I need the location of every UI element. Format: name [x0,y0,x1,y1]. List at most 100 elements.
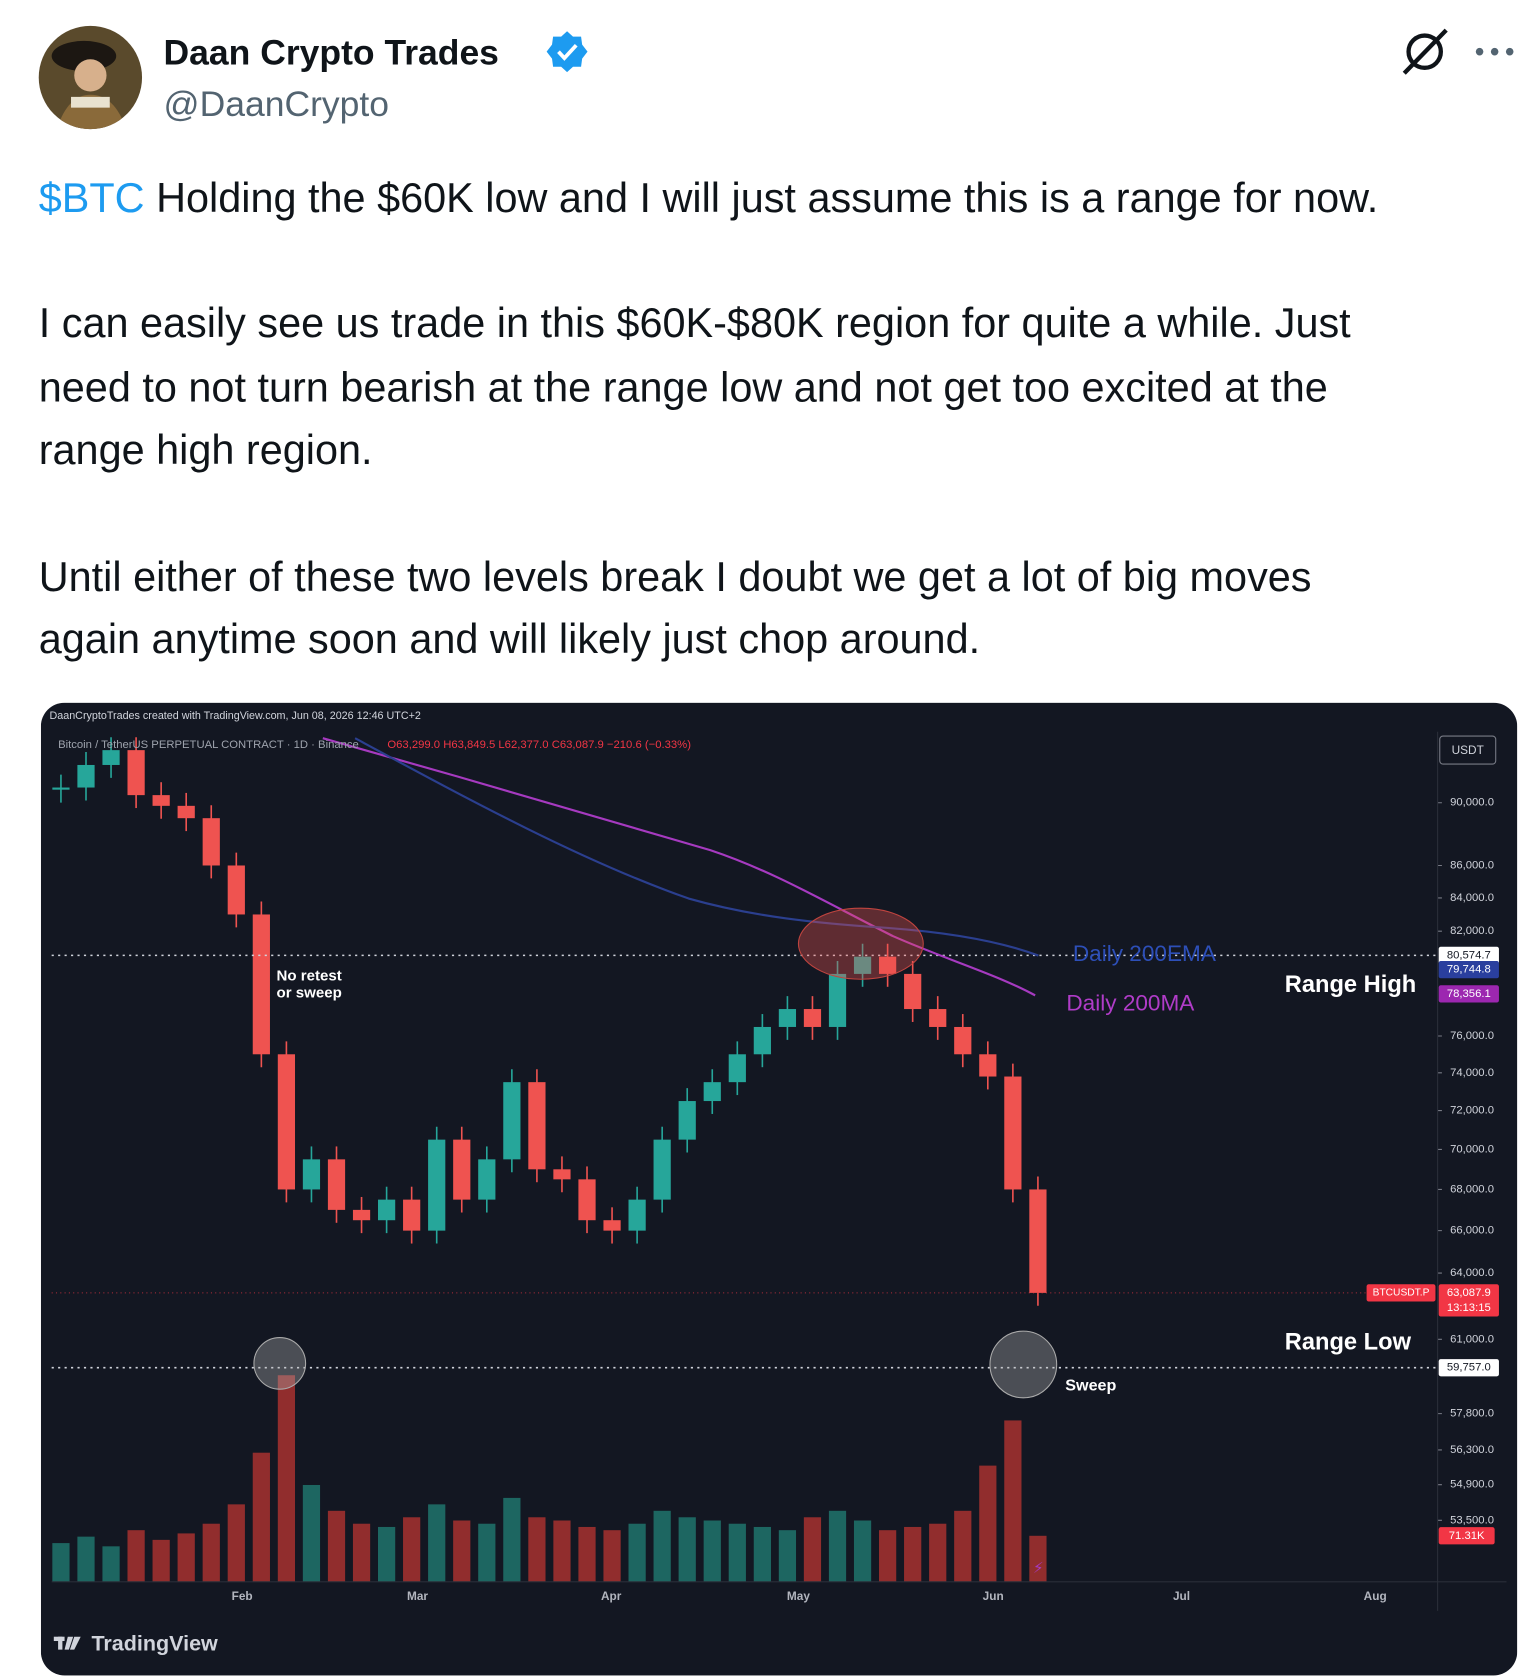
candle [904,973,922,1010]
candle [127,750,145,796]
chart-image[interactable]: 90,000.0 86,000.0 84,000.0 82,000.0 76,000.0… [40,702,1518,1676]
avatar[interactable] [32,22,150,140]
currency-box [1439,735,1497,765]
annotation: or sweep [277,985,342,1002]
volume-bar [77,1536,95,1582]
price-tick-label: 72,000.0 [1450,1105,1494,1117]
candle [102,750,120,765]
time-label: Apr [601,1589,622,1603]
price-tick-label: 54,900.0 [1450,1479,1494,1491]
candle [177,805,195,819]
volume-bar [152,1539,170,1582]
volume-bar [227,1504,245,1582]
volume-bar [778,1530,797,1582]
candle [929,1009,947,1027]
price-tick-label: 57,800.0 [1450,1408,1494,1420]
tweet-line: need to not turn bearish at the range lo… [39,364,1328,410]
candle [678,1101,696,1140]
more-icon[interactable] [1475,47,1514,56]
price-badge-label: 63,087.9 [1447,1287,1491,1299]
tv-logo-text: TradingView [91,1632,218,1656]
time-label: Mar [407,1589,428,1603]
price-badge [1438,1359,1499,1377]
tweet-line: Until either of these two levels break I… [39,554,1312,600]
price-tick-label: 76,000.0 [1450,1030,1494,1042]
countdown: 13:13:15 [1447,1302,1491,1314]
candle [603,1220,621,1231]
tv-logo [53,1636,81,1650]
tweet-line: range high region. [39,427,373,473]
volume-bar [979,1465,997,1582]
price-badge [1438,1284,1499,1317]
candle [227,865,245,915]
volume-bar [1029,1535,1047,1582]
price-tick-label: 64,000.0 [1450,1267,1494,1279]
volume-bar [478,1523,496,1582]
volume-bar [503,1497,521,1582]
price-badge [1438,946,1499,964]
volume-bar [127,1530,145,1582]
tweet-line: $BTC Holding the $60K low and I will jus… [39,175,1378,221]
candle [77,764,95,788]
currency: USDT [1452,743,1484,757]
price-tick-label: 74,000.0 [1450,1067,1494,1079]
volume-badge-label: 71.31K [1449,1530,1485,1542]
volume-bar [453,1520,471,1582]
handle[interactable]: @DaanCrypto [164,84,389,124]
price-tick-label: 84,000.0 [1450,892,1494,904]
volume-bar [528,1517,546,1582]
price-badge-label: 78,356.1 [1447,988,1491,1000]
verified-badge [546,31,588,73]
display-name[interactable]: Daan Crypto Trades [164,33,499,73]
watermark: DaanCryptoTrades created with TradingVie… [49,710,420,722]
time-label: Jul [1173,1589,1190,1603]
volume-bar [277,1375,296,1582]
symbol-badge [1366,1284,1436,1302]
volume-bar [603,1530,621,1582]
price-badge-label: 79,744.8 [1447,964,1491,976]
annotation: Range High [1285,972,1416,998]
candle [252,914,270,1055]
grok-icon[interactable] [1402,28,1448,75]
price-tick-label: 53,500.0 [1450,1514,1494,1526]
volume-bar [252,1452,270,1582]
candle [628,1199,646,1231]
volume-bar [177,1533,195,1582]
volume-bar [703,1520,721,1582]
volume-bar [728,1523,746,1582]
tweet-line: again anytime soon and will likely just … [39,616,980,662]
candle [528,1082,546,1170]
volume-bar [428,1504,446,1582]
candle [352,1209,371,1221]
cashtag[interactable]: $BTC [39,175,145,221]
candle [453,1139,471,1200]
candle [1029,1189,1047,1293]
time-label: Jun [983,1589,1004,1603]
candle [778,1009,797,1027]
volume-bar [879,1530,897,1582]
price-badge [1438,961,1499,979]
ema-line [354,737,1039,957]
candle [327,1159,346,1210]
volume-bar [954,1510,972,1582]
bolt-icon: ⚡ [1033,1560,1044,1577]
tweet-text: Holding the $60K low and I will just ass… [145,175,1379,221]
symbol-badge-label: BTCUSDT.P [1373,1288,1430,1299]
volume-bar [1004,1420,1022,1582]
ma-line [322,737,1036,997]
volume-bar [52,1543,70,1582]
price-badge-label: 59,757.0 [1447,1362,1491,1374]
candle [879,956,897,974]
volume-bar [403,1517,421,1582]
time-label: Feb [232,1589,253,1603]
candle [753,1026,771,1055]
highlight-circle [797,907,924,980]
candle [428,1139,446,1231]
volume-bar [803,1517,822,1582]
price-tick-label: 86,000.0 [1450,859,1494,871]
volume-bar [302,1484,321,1582]
highlight-circle [989,1330,1058,1399]
candle [403,1199,421,1231]
annotation: Range Low [1285,1329,1412,1355]
